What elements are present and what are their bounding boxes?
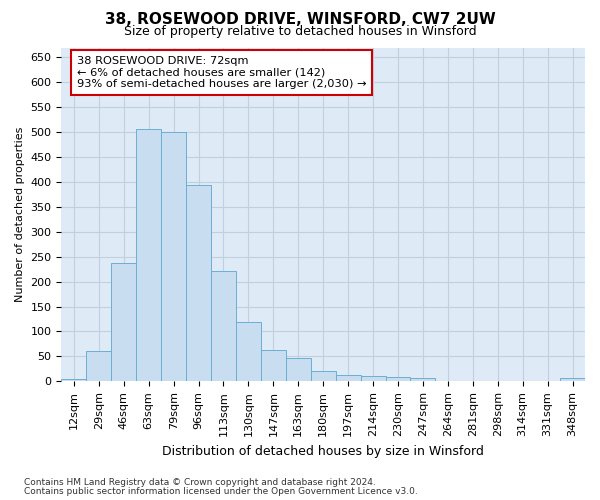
Bar [560, 378, 585, 382]
X-axis label: Distribution of detached houses by size in Winsford: Distribution of detached houses by size … [162, 444, 484, 458]
Bar [335, 376, 361, 382]
Bar [311, 372, 335, 382]
Bar [286, 358, 311, 382]
Text: 38 ROSEWOOD DRIVE: 72sqm
← 6% of detached houses are smaller (142)
93% of semi-d: 38 ROSEWOOD DRIVE: 72sqm ← 6% of detache… [77, 56, 367, 89]
Bar [211, 270, 236, 382]
Text: Contains HM Land Registry data © Crown copyright and database right 2024.: Contains HM Land Registry data © Crown c… [24, 478, 376, 487]
Text: Contains public sector information licensed under the Open Government Licence v3: Contains public sector information licen… [24, 487, 418, 496]
Text: Size of property relative to detached houses in Winsford: Size of property relative to detached ho… [124, 25, 476, 38]
Bar [386, 378, 410, 382]
Bar [111, 262, 136, 382]
Bar [410, 378, 436, 382]
Bar [136, 128, 161, 382]
Bar [161, 132, 186, 382]
Y-axis label: Number of detached properties: Number of detached properties [15, 126, 25, 302]
Bar [236, 322, 261, 382]
Text: 38, ROSEWOOD DRIVE, WINSFORD, CW7 2UW: 38, ROSEWOOD DRIVE, WINSFORD, CW7 2UW [104, 12, 496, 28]
Bar [186, 184, 211, 382]
Bar [86, 352, 111, 382]
Bar [361, 376, 386, 382]
Bar [61, 379, 86, 382]
Bar [261, 350, 286, 382]
